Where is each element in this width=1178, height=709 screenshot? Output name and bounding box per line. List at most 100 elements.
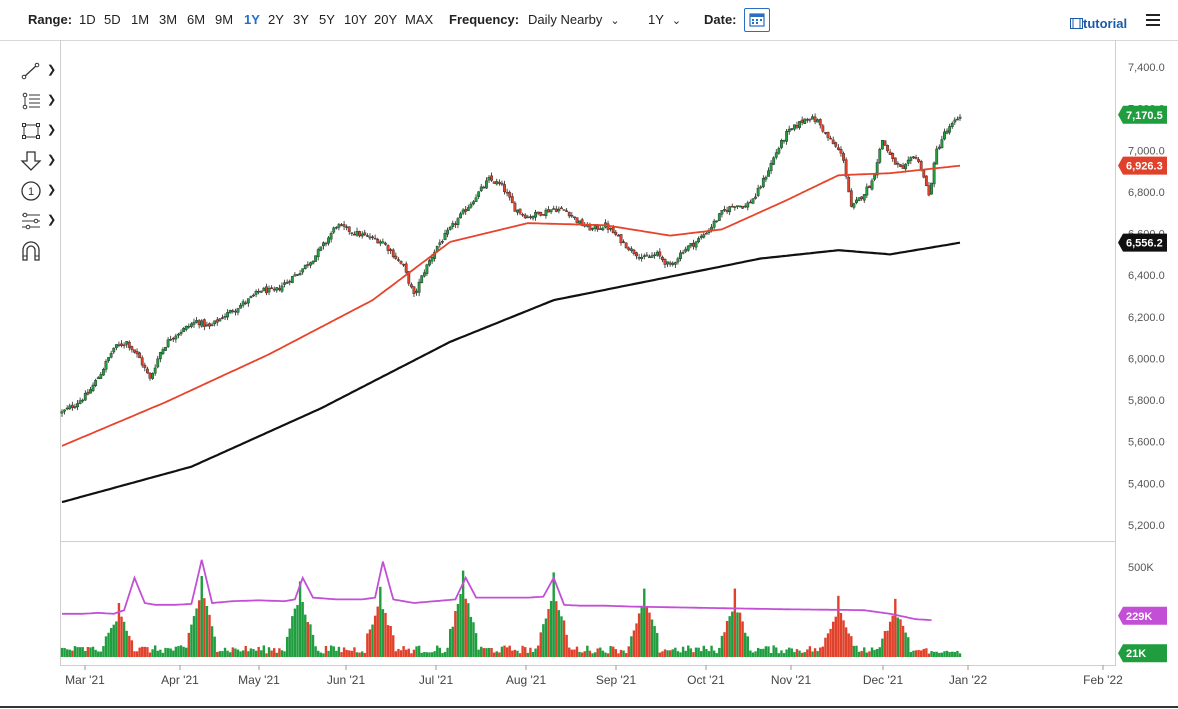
- range-9m-button[interactable]: 9M: [215, 12, 234, 27]
- volume-bar: [782, 653, 786, 657]
- range-max-button[interactable]: MAX: [405, 12, 434, 27]
- volume-bar: [464, 598, 467, 657]
- candle: [536, 211, 540, 214]
- range-1m-button[interactable]: 1M: [131, 12, 150, 27]
- volume-bar: [842, 620, 845, 657]
- candle: [774, 152, 778, 158]
- number-marker-tool-button[interactable]: 1 ❯: [20, 180, 60, 202]
- rectangle-tool-button[interactable]: ❯: [20, 120, 60, 142]
- volume-bar: [433, 651, 436, 657]
- line-tool-button[interactable]: ❯: [20, 60, 60, 82]
- period-select[interactable]: 1Y ⌄: [648, 12, 681, 27]
- candle: [371, 236, 374, 238]
- volume-bar: [68, 649, 71, 657]
- range-2y-button[interactable]: 2Y: [268, 12, 284, 27]
- volume-bar: [860, 650, 863, 657]
- volume-bar: [813, 648, 817, 657]
- candle: [151, 373, 154, 379]
- volume-bar: [834, 616, 837, 657]
- range-3y-button[interactable]: 3Y: [293, 12, 309, 27]
- magnet-tool-button[interactable]: [20, 240, 60, 262]
- volume-bar: [102, 646, 105, 657]
- volume-last-badge: [1118, 644, 1167, 663]
- candle: [283, 282, 286, 285]
- candle: [456, 218, 460, 225]
- volume-bar: [231, 647, 235, 657]
- candle: [886, 145, 889, 152]
- volume-bar: [71, 650, 74, 657]
- candle: [575, 217, 579, 223]
- candle: [935, 148, 939, 165]
- candle: [632, 249, 636, 254]
- candle: [562, 209, 566, 211]
- volume-bar: [436, 645, 439, 657]
- volume-bar: [399, 650, 403, 657]
- volume-bar: [578, 651, 581, 657]
- candle: [699, 235, 703, 238]
- candle: [767, 170, 770, 177]
- range-10y-button[interactable]: 10Y: [344, 12, 368, 27]
- range-6m-button[interactable]: 6M: [187, 12, 206, 27]
- candle: [844, 159, 848, 177]
- volume-bar: [366, 633, 369, 657]
- candle: [397, 259, 400, 261]
- range-1d-button[interactable]: 1D: [79, 12, 96, 27]
- volume-bar: [153, 645, 157, 657]
- candle: [448, 226, 452, 230]
- volume-bars: [60, 570, 962, 657]
- volume-bar: [260, 650, 263, 657]
- y-tick-label: 5,200.0: [1128, 520, 1165, 532]
- x-tick-label: Feb '22: [1083, 673, 1123, 687]
- range-5d-button[interactable]: 5D: [104, 12, 121, 27]
- candle: [347, 226, 351, 232]
- y-tick-label: 6,200.0: [1128, 312, 1165, 324]
- range-20y-button[interactable]: 20Y: [374, 12, 398, 27]
- volume-bar: [777, 653, 781, 657]
- candle: [68, 405, 72, 410]
- date-picker-button[interactable]: [744, 8, 770, 32]
- candle: [156, 358, 160, 368]
- volume-bar: [291, 616, 294, 657]
- svg-text:1: 1: [28, 186, 34, 198]
- frequency-select[interactable]: Daily Nearby ⌄: [528, 12, 620, 27]
- range-1y-button[interactable]: 1Y: [244, 12, 260, 27]
- volume-bar: [179, 645, 183, 657]
- volume-bar: [335, 650, 338, 657]
- candle: [629, 248, 633, 251]
- menu-icon[interactable]: [1146, 14, 1160, 26]
- volume-bar: [715, 653, 718, 657]
- volume-bar: [896, 617, 900, 657]
- rectangle-tool-icon: [22, 123, 40, 139]
- volume-bar: [731, 611, 734, 657]
- volume-bar: [891, 615, 894, 657]
- text-list-tool-button[interactable]: ❯: [20, 90, 60, 112]
- arrow-tool-button[interactable]: ❯: [20, 150, 60, 172]
- x-tick-label: May '21: [238, 673, 280, 687]
- tutorial-link[interactable]: tutorial: [1070, 16, 1127, 31]
- candle: [539, 211, 543, 216]
- candle: [91, 384, 95, 391]
- candle: [164, 347, 167, 351]
- volume-bar: [526, 652, 530, 657]
- volume-bar: [881, 638, 884, 657]
- candle: [78, 400, 82, 404]
- volume-bar: [415, 646, 418, 657]
- candle: [464, 209, 468, 212]
- candle: [402, 264, 406, 266]
- volume-bar: [728, 616, 731, 657]
- candle: [428, 260, 431, 266]
- volume-bar: [650, 619, 654, 657]
- fibonacci-tool-button[interactable]: ❯: [20, 210, 60, 232]
- film-icon: [1070, 18, 1083, 29]
- candle: [76, 403, 79, 408]
- volume-bar: [591, 653, 594, 657]
- candle: [166, 339, 170, 347]
- range-3m-button[interactable]: 3M: [159, 12, 178, 27]
- volume-bar: [575, 646, 579, 657]
- candle: [446, 229, 449, 235]
- range-5y-button[interactable]: 5Y: [319, 12, 335, 27]
- volume-bar: [819, 647, 822, 657]
- volume-bar: [857, 651, 861, 657]
- candle: [624, 242, 628, 249]
